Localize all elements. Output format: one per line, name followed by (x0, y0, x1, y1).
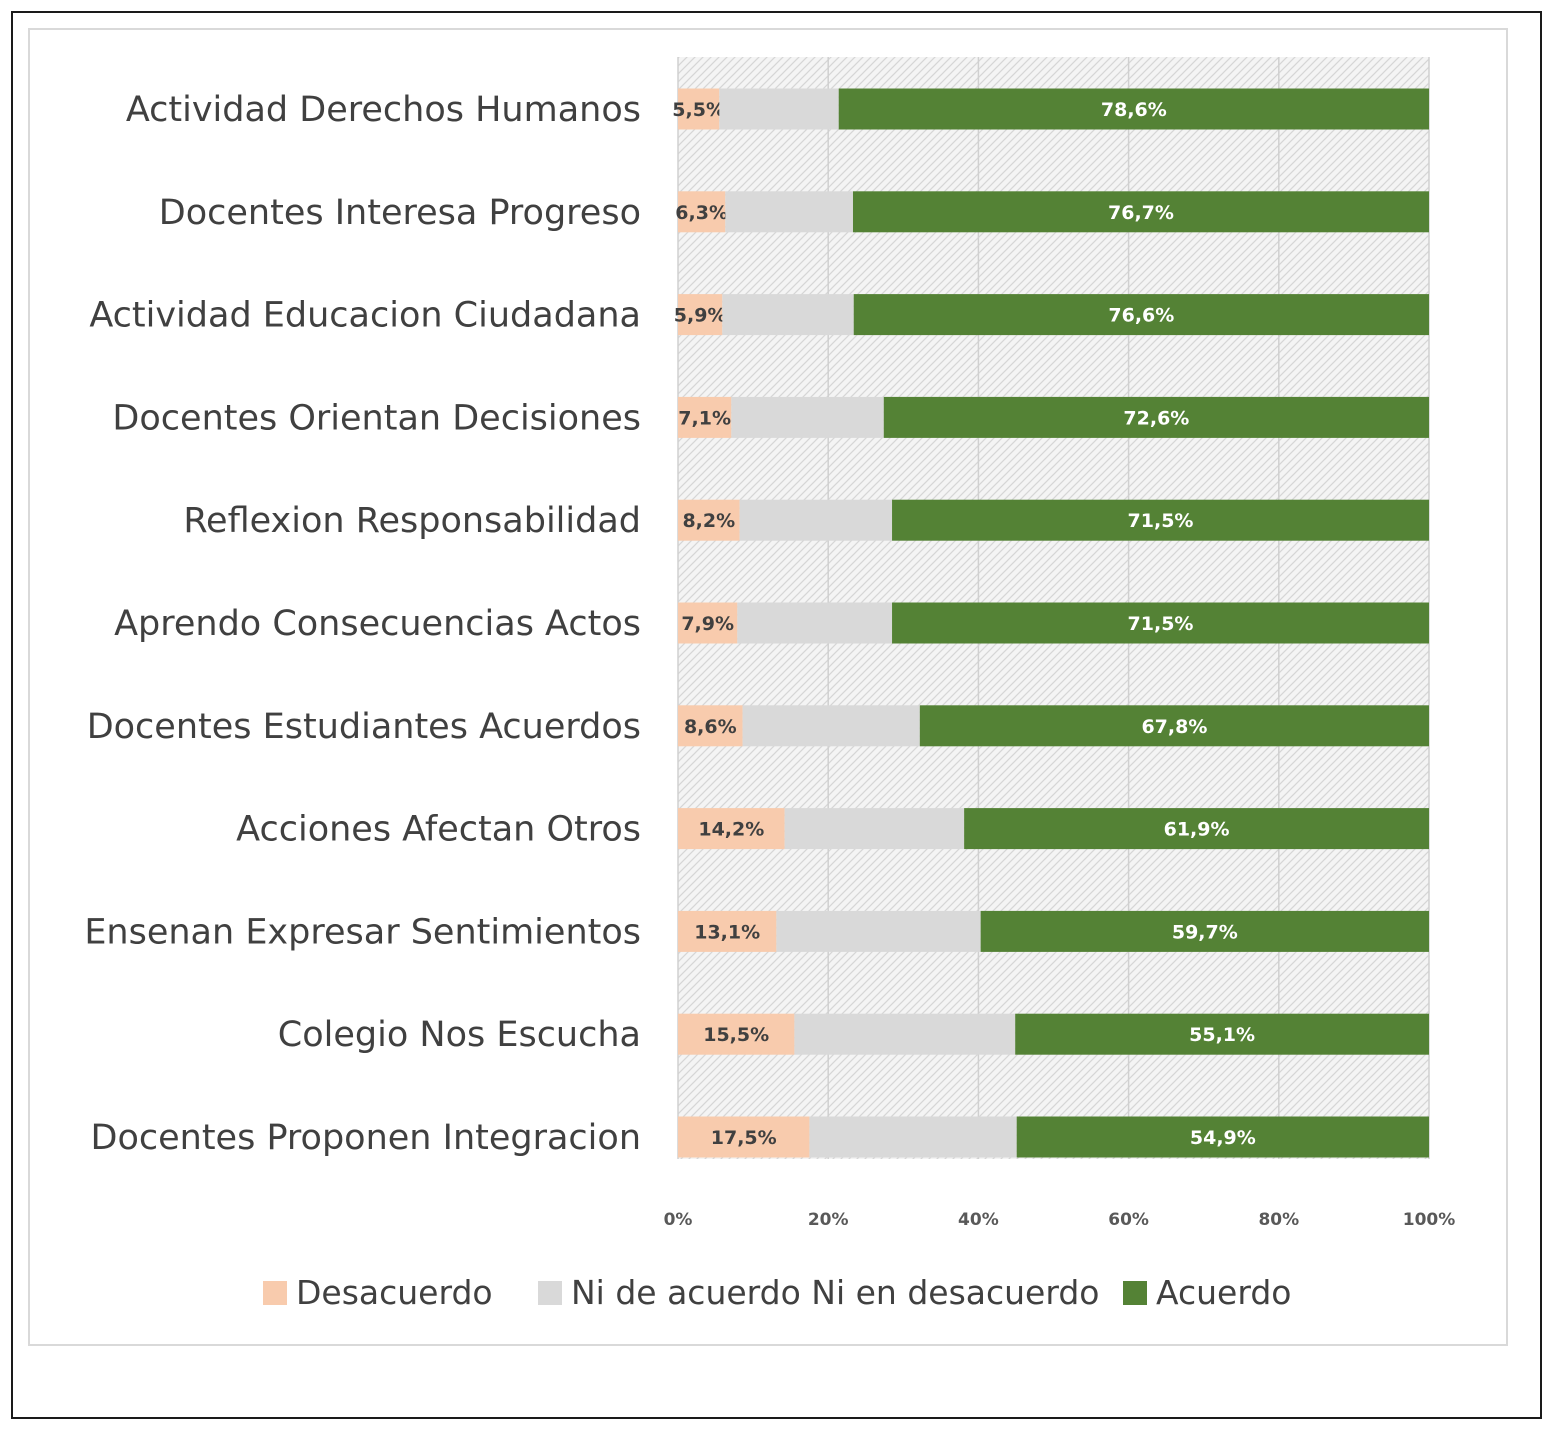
data-label: 6,3% (675, 202, 728, 224)
bar-segment-neutral (776, 910, 981, 952)
bar-segment-acuerdo (919, 705, 1429, 747)
category-label: Actividad Derechos Humanos (126, 90, 641, 130)
x-tick-label: 20% (808, 1210, 849, 1230)
x-tick-label: 100% (1403, 1210, 1456, 1230)
data-label: 7,9% (681, 613, 734, 635)
data-label: 14,2% (698, 819, 764, 841)
bar-segment-acuerdo (883, 396, 1429, 438)
data-label: 71,5% (1128, 613, 1194, 635)
category-label: Docentes Interesa Progreso (159, 193, 641, 233)
bar-segment-acuerdo (838, 88, 1429, 130)
bar-segment-desacuerdo (678, 88, 720, 130)
data-label: 61,9% (1164, 819, 1230, 841)
outer-frame (11, 11, 1542, 1419)
category-label: Aprendo Consecuencias Actos (114, 604, 641, 644)
bar-segment-neutral (719, 88, 839, 130)
bar-segment-desacuerdo (678, 396, 732, 438)
bar-segment-acuerdo (853, 294, 1429, 336)
category-label: Acciones Afectan Otros (236, 810, 641, 850)
category-label: Ensenan Expresar Sentimientos (84, 912, 641, 952)
bar-segment-desacuerdo (678, 602, 738, 644)
bar-segment-neutral (739, 499, 893, 541)
bar-segment-neutral (742, 705, 920, 747)
bar-segment-neutral (722, 294, 854, 336)
x-tick-label: 0% (664, 1210, 693, 1230)
bar-segment-neutral (737, 602, 893, 644)
legend-swatch (538, 1281, 562, 1305)
data-label: 71,5% (1128, 510, 1194, 532)
bar-segment-desacuerdo (678, 499, 740, 541)
bar-segment-desacuerdo (678, 808, 785, 850)
data-label: 13,1% (694, 921, 760, 943)
x-tick-label: 60% (1108, 1210, 1149, 1230)
bars: 5,5% 78,6% 6,3% 76,7% 5,9% 76,6% 7,1% 72,6% 8,2%… (672, 88, 1429, 1158)
category-label: Docentes Proponen Integracion (91, 1118, 642, 1158)
data-label: 72,6% (1123, 407, 1189, 429)
bar-segment-desacuerdo (678, 1013, 795, 1055)
bar-segment-neutral (809, 1116, 1017, 1158)
data-label: 55,1% (1189, 1024, 1255, 1046)
bar-segment-neutral (731, 396, 884, 438)
data-label: 7,1% (678, 407, 731, 429)
bar-segment-desacuerdo (678, 705, 743, 747)
category-labels: Actividad Derechos Humanos Docentes Inter… (84, 90, 641, 1158)
category-label: Docentes Estudiantes Acuerdos (87, 707, 641, 747)
data-label: 17,5% (711, 1127, 777, 1149)
bar-segment-desacuerdo (678, 1116, 810, 1158)
chart-frame (28, 28, 1508, 1346)
category-label: Reflexion Responsabilidad (183, 501, 641, 541)
legend-label: Acuerdo (1156, 1273, 1291, 1312)
category-label: Docentes Orientan Decisiones (112, 398, 641, 438)
bar-segment-acuerdo (1016, 1116, 1429, 1158)
data-label: 15,5% (703, 1024, 769, 1046)
legend-label: Ni de acuerdo Ni en desacuerdo (571, 1273, 1099, 1312)
bar-segment-desacuerdo (678, 191, 726, 233)
bar-segment-acuerdo (892, 602, 1429, 644)
bar-segment-neutral (794, 1013, 1016, 1055)
legend-swatch (263, 1281, 287, 1305)
bar-segment-acuerdo (892, 499, 1429, 541)
data-label: 76,6% (1108, 305, 1174, 327)
bar-segment-acuerdo (852, 191, 1429, 233)
legend-label: Desacuerdo (296, 1273, 493, 1312)
data-label: 59,7% (1172, 921, 1238, 943)
data-label: 5,5% (672, 99, 725, 121)
bar-segment-acuerdo (980, 910, 1429, 952)
bar-segment-desacuerdo (678, 294, 723, 336)
category-label: Colegio Nos Escucha (278, 1015, 641, 1055)
data-label: 54,9% (1190, 1127, 1256, 1149)
data-label: 8,2% (682, 510, 735, 532)
data-label: 67,8% (1141, 716, 1207, 738)
data-label: 8,6% (684, 716, 737, 738)
x-tick-label: 80% (1258, 1210, 1299, 1230)
category-label: Actividad Educacion Ciudadana (89, 296, 641, 336)
x-tick-label: 40% (958, 1210, 999, 1230)
data-label: 5,9% (674, 305, 727, 327)
bar-segment-acuerdo (1015, 1013, 1429, 1055)
data-label: 76,7% (1108, 202, 1174, 224)
legend: Desacuerdo Ni de acuerdo Ni en desacuerdo… (263, 1273, 1291, 1312)
x-axis-ticks: 0% 20% 40% 60% 80% 100% (664, 1210, 1456, 1230)
bar-segment-desacuerdo (678, 910, 777, 952)
legend-swatch (1123, 1281, 1147, 1305)
bar-segment-acuerdo (964, 808, 1429, 850)
bar-segment-neutral (725, 191, 853, 233)
bar-segment-neutral (784, 808, 965, 850)
data-label: 78,6% (1101, 99, 1167, 121)
